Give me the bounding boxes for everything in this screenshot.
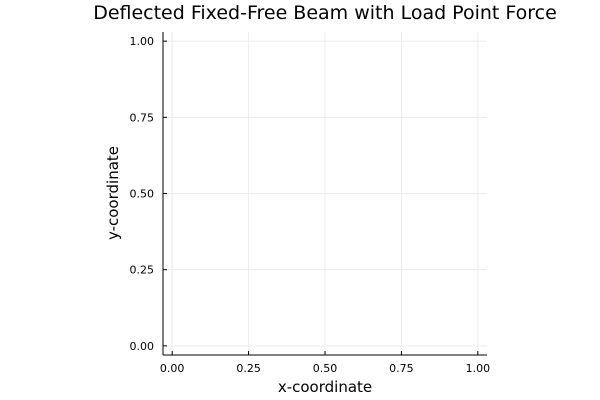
x-tick-label: 0.25 xyxy=(236,362,261,375)
y-tick-label: 0.50 xyxy=(130,188,155,201)
x-tick-label: 1.00 xyxy=(466,362,491,375)
grid-layer xyxy=(163,32,487,355)
x-tick-label: 0.00 xyxy=(160,362,185,375)
ticks-layer: 0.00 0.25 0.50 0.75 1.00 0.00 0.25 0.50 0.75 1.00 xyxy=(130,35,491,375)
y-tick-label: 0.75 xyxy=(130,111,155,124)
x-axis-label: x-coordinate xyxy=(278,378,372,396)
y-tick-label: 0.25 xyxy=(130,264,155,277)
y-axis-label: y-coordinate xyxy=(104,146,122,240)
x-tick-label: 0.50 xyxy=(313,362,338,375)
x-tick-label: 0.75 xyxy=(389,362,414,375)
y-tick-label: 0.00 xyxy=(130,340,155,353)
chart-title: Deflected Fixed-Free Beam with Load Poin… xyxy=(93,2,557,24)
y-tick-label: 1.00 xyxy=(130,35,155,48)
